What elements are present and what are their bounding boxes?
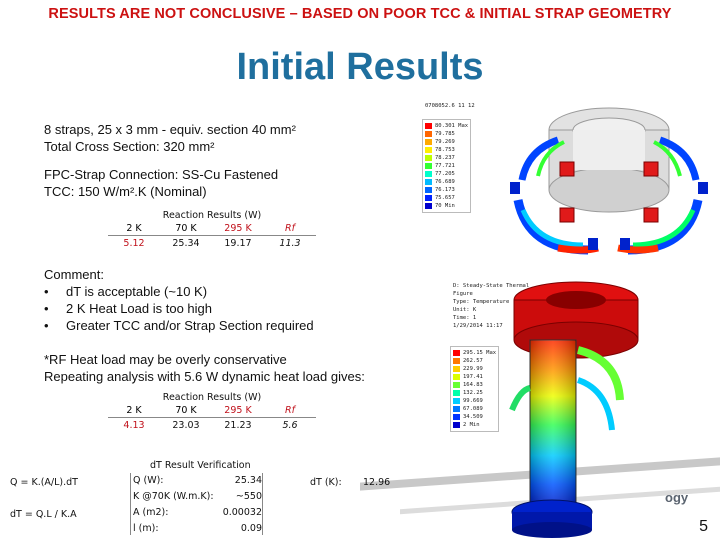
sim2-header-line: Time: 1: [453, 315, 477, 321]
sim2-header-line: D: Steady-State Thermal: [453, 283, 530, 289]
verification-divider-right: [262, 473, 263, 535]
legend-label: 99.669: [463, 398, 483, 404]
value-295k: 21.23: [224, 419, 252, 431]
legend-label: 34.509: [463, 414, 483, 420]
connection-specs: FPC-Strap Connection: SS-Cu Fastened TCC…: [44, 166, 278, 200]
value-70k: 25.34: [172, 237, 200, 249]
sim1-fe-render: [510, 107, 708, 255]
verification-value: 25.34: [234, 475, 262, 486]
rf-note-line: *RF Heat load may be overly conservative: [44, 352, 287, 367]
legend-label: 78.237: [435, 155, 455, 161]
spec-line: Total Cross Section: 320 mm²: [44, 139, 215, 154]
legend-label: 78.753: [435, 147, 455, 153]
partial-logo-text: ogy: [665, 490, 689, 505]
sim2-header-line: Unit: K: [453, 307, 477, 313]
sim2-header-line: 1/29/2014 11:17: [453, 323, 503, 329]
legend-label: 79.785: [435, 131, 455, 137]
comment-block: Comment: dT is acceptable (~10 K) 2 K He…: [44, 266, 314, 334]
verification-title: dT Result Verification: [150, 460, 251, 471]
value-rf: 5.6: [282, 419, 298, 431]
legend-label: 80.301 Max: [435, 123, 469, 129]
header-295k: 295 K: [212, 403, 264, 418]
verification-value: 0.09: [240, 523, 262, 534]
value-rf: 11.3: [279, 237, 301, 249]
rf-note: *RF Heat load may be overly conservative…: [44, 351, 365, 385]
page-title: Initial Results: [236, 46, 484, 88]
sim1-legend: 80.301 Max 79.785 79.269 78.753 78.237 7…: [422, 119, 472, 213]
spec-line: 8 straps, 25 x 3 mm - equiv. section 40 …: [44, 122, 296, 137]
legend-label: 295.15 Max: [463, 350, 497, 356]
comment-item: Greater TCC and/or Strap Section require…: [44, 317, 314, 334]
formula-dt: dT = Q.L / K.A: [10, 509, 77, 520]
legend-label: 79.269: [435, 139, 455, 145]
legend-label: 132.25: [463, 390, 483, 396]
header-rf: Rf: [264, 403, 316, 418]
legend-label: 262.57: [463, 358, 483, 364]
rf-note-line: Repeating analysis with 5.6 W dynamic he…: [44, 369, 365, 384]
verification-label: A (m2):: [133, 507, 169, 518]
value-2k: 4.13: [123, 419, 145, 431]
dt-label: dT (K):: [310, 477, 342, 488]
header-295k: 295 K: [212, 221, 264, 236]
spec-line: TCC: 150 W/m².K (Nominal): [44, 184, 207, 199]
verification-labels: Q (W): K @70K (W.m.K): A (m2): l (m):: [133, 473, 214, 537]
verification-value: ~550: [235, 491, 262, 502]
verification-value: 0.00032: [222, 507, 262, 518]
header-70k: 70 K: [160, 403, 212, 418]
verification-label: Q (W):: [133, 475, 164, 486]
legend-label: 67.089: [463, 406, 483, 412]
legend-label: 2 Min: [463, 422, 480, 428]
header-rf: Rf: [264, 221, 316, 236]
sim2-header-line: Figure: [453, 291, 473, 297]
value-70k: 23.03: [172, 419, 200, 431]
sim2-header: D: Steady-State Thermal Figure Type: Tem…: [453, 282, 529, 330]
legend-label: 229.99: [463, 366, 483, 372]
header-2k: 2 K: [108, 221, 160, 236]
dt-value: 12.96: [363, 477, 391, 488]
banner-warning: RESULTS ARE NOT CONCLUSIVE – BASED ON PO…: [48, 6, 672, 22]
comment-heading: Comment:: [44, 267, 104, 282]
legend-label: 70 Min: [435, 203, 455, 209]
value-295k: 19.17: [224, 237, 252, 249]
sim1-header: 0708052.6 11 12: [425, 103, 475, 109]
legend-label: 76.173: [435, 187, 455, 193]
sim2-fe-render: [509, 281, 639, 538]
value-2k: 5.12: [123, 237, 145, 249]
verification-divider: [130, 473, 131, 535]
legend-label: 76.689: [435, 179, 455, 185]
reaction-results-table-2: Reaction Results (W) 2 K 70 K 295 K Rf 4…: [108, 392, 316, 432]
legend-label: 75.657: [435, 195, 455, 201]
formula-q: Q = K.(A/L).dT: [10, 477, 78, 488]
header-2k: 2 K: [108, 403, 160, 418]
legend-label: 77.205: [435, 171, 455, 177]
sim2-header-line: Type: Temperature: [453, 299, 510, 305]
verification-label: l (m):: [133, 523, 159, 534]
comment-item: dT is acceptable (~10 K): [44, 283, 314, 300]
legend-label: 197.41: [463, 374, 483, 380]
verification-label: K @70K (W.m.K):: [133, 491, 214, 502]
table-title: Reaction Results (W): [162, 392, 262, 403]
legend-label: 164.83: [463, 382, 483, 388]
reaction-results-table-1: Reaction Results (W) 2 K 70 K 295 K Rf 5…: [108, 210, 316, 250]
comment-item: 2 K Heat Load is too high: [44, 300, 314, 317]
strap-specs: 8 straps, 25 x 3 mm - equiv. section 40 …: [44, 121, 296, 155]
header-70k: 70 K: [160, 221, 212, 236]
verification-values: 25.34 ~550 0.00032 0.09: [200, 473, 262, 537]
page-number: 5: [699, 518, 708, 535]
table-title: Reaction Results (W): [162, 210, 262, 221]
legend-label: 77.721: [435, 163, 455, 169]
spec-line: FPC-Strap Connection: SS-Cu Fastened: [44, 167, 279, 182]
sim2-legend: 295.15 Max 262.57 229.99 197.41 164.83 1…: [450, 346, 500, 432]
